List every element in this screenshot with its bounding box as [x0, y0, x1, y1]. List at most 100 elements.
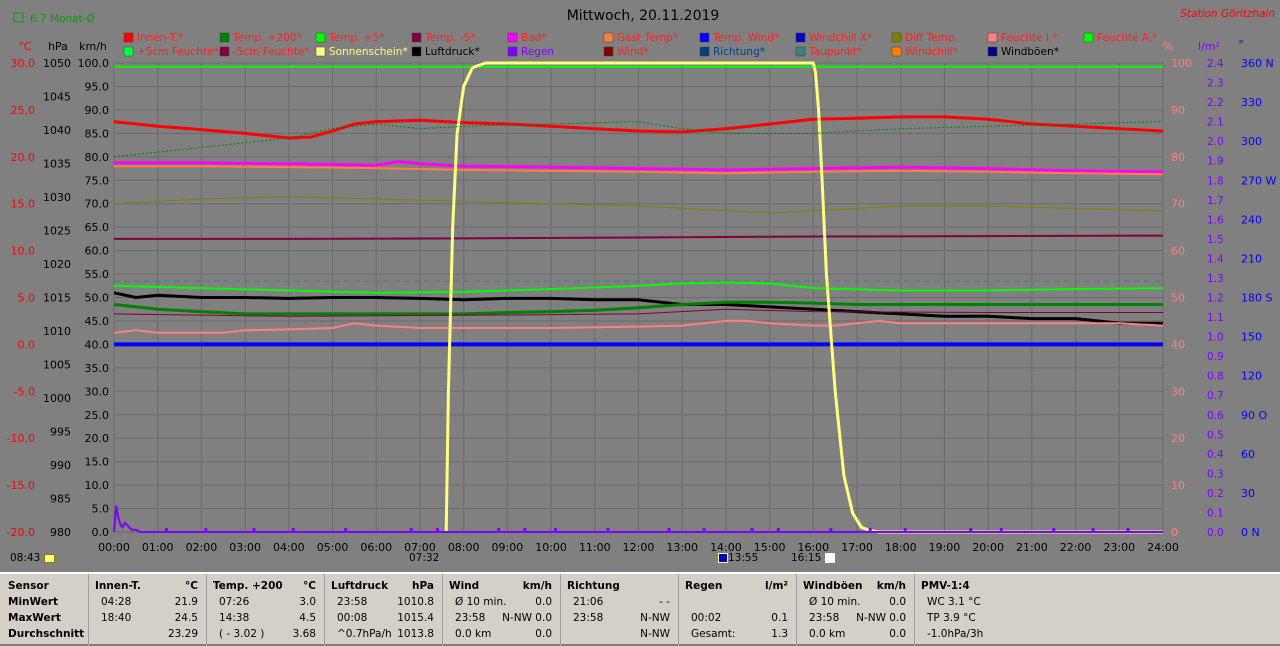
table-cell: N-NW	[640, 612, 670, 624]
kmh-tick-label: 90.0	[85, 104, 110, 117]
rain-unit: l/m²	[1198, 40, 1220, 53]
rain-mark	[204, 528, 208, 532]
hpa-tick-label: 1015	[43, 292, 71, 305]
celsius-tick-label: 0.0	[18, 338, 36, 351]
rain-mark	[750, 528, 754, 532]
legend-label: Temp. +5*	[328, 32, 384, 44]
series-line	[113, 281, 1164, 294]
table-cell: N-NW 0.0	[856, 612, 906, 624]
kmh-tick-label: 60.0	[85, 245, 110, 258]
table-cell: 14:38	[219, 612, 250, 624]
noon-icon	[718, 553, 728, 563]
celsius-tick-label: -10.0	[7, 432, 35, 445]
chart-title: Mittwoch, 20.11.2019	[567, 8, 720, 24]
table-cell: - -	[659, 596, 670, 608]
series-line	[113, 319, 1164, 334]
row-label-sensor: Sensor	[8, 580, 49, 592]
table-cell: 04:28	[101, 596, 132, 608]
direction-tick-label: 240	[1241, 213, 1262, 226]
percent-tick-label: 70	[1171, 198, 1185, 211]
kmh-tick-label: 50.0	[85, 292, 110, 305]
x-tick-label: 22:00	[1060, 541, 1092, 554]
table-cell: 1013.8	[397, 628, 434, 640]
column-header: Innen-T.	[95, 580, 141, 592]
legend-label: Gast Temp*	[617, 32, 678, 44]
rain-tick-label: 0.0	[1207, 527, 1224, 539]
table-cell: Gesamt:	[691, 628, 736, 640]
x-tick-label: 12:00	[623, 541, 655, 554]
kmh-tick-label: 40.0	[85, 338, 110, 351]
kmh-tick-label: 30.0	[85, 385, 110, 398]
rain-mark	[1126, 528, 1130, 532]
hpa-tick-label: 990	[50, 459, 71, 472]
direction-tick-label: 30	[1241, 487, 1255, 500]
legend-swatch	[987, 46, 998, 57]
table-cell: 0.0	[535, 596, 552, 608]
legend-swatch	[603, 46, 614, 57]
percent-tick-label: 10	[1171, 479, 1185, 492]
summary-table: Sensor MinWert MaxWert Durchschnitt Inne…	[0, 572, 1280, 646]
moon-icon	[824, 553, 835, 563]
legend-swatch	[507, 32, 518, 43]
celsius-tick-label: -15.0	[7, 479, 35, 492]
legend-swatch	[699, 32, 710, 43]
rain-mark	[344, 528, 348, 532]
kmh-tick-label: 85.0	[85, 127, 110, 140]
rain-mark	[829, 528, 833, 532]
direction-tick-label: 270 W	[1241, 174, 1276, 187]
rain-mark	[497, 528, 501, 532]
direction-tick-label: 360 N	[1241, 57, 1274, 70]
direction-tick-label: 150	[1241, 331, 1262, 344]
x-tick-label: 23:00	[1103, 541, 1135, 554]
percent-tick-label: 0	[1171, 526, 1178, 539]
celsius-tick-label: 5.0	[18, 292, 36, 305]
column-unit: hPa	[412, 580, 434, 592]
direction-tick-label: 0 N	[1241, 526, 1260, 539]
x-tick-label: 21:00	[1016, 541, 1048, 554]
rain-mark	[435, 528, 439, 532]
table-cell: 0.1	[771, 612, 788, 624]
sun-icon	[43, 553, 55, 563]
legend-label: Feuchte A.*	[1097, 32, 1158, 44]
legend-swatch	[1083, 32, 1094, 43]
percent-tick-label: 40	[1171, 338, 1185, 351]
table-cell: 23:58	[573, 612, 604, 624]
rain-mark	[903, 528, 907, 532]
column-unit: km/h	[522, 580, 552, 592]
sunrise-marker: 07:32	[409, 552, 439, 564]
table-cell: N-NW	[640, 628, 670, 640]
rain-tick-label: 1.4	[1207, 253, 1224, 265]
table-cell: 18:40	[101, 612, 132, 624]
hpa-tick-label: 1045	[43, 91, 71, 104]
legend-swatch	[315, 46, 326, 57]
rain-mark	[969, 528, 973, 532]
series-line	[113, 115, 1164, 140]
start-time: 08:43	[10, 552, 41, 564]
rain-tick-label: 1.7	[1207, 195, 1224, 207]
legend-label: Richtung*	[713, 46, 765, 58]
celsius-tick-label: 20.0	[11, 151, 36, 164]
rain-mark	[667, 528, 671, 532]
x-tick-label: 08:00	[448, 541, 480, 554]
chart-legend: Innen-T.* Temp. +200* Temp. +5* Temp. -5* Ba…	[123, 32, 1158, 58]
series-line	[114, 234, 1164, 240]
rain-mark	[409, 528, 413, 532]
rain-tick-label: 0.8	[1207, 371, 1224, 383]
table-cell: 1010.8	[397, 596, 434, 608]
kmh-tick-label: 35.0	[85, 362, 110, 375]
column-header: Richtung	[567, 580, 620, 592]
rain-mark	[606, 528, 610, 532]
hpa-tick-label: 1030	[43, 191, 71, 204]
legend-swatch	[795, 46, 806, 57]
kmh-tick-label: 80.0	[85, 151, 110, 164]
row-label-avg: Durchschnitt	[8, 628, 85, 640]
column-unit: km/h	[876, 580, 906, 592]
row-label-max: MaxWert	[8, 612, 61, 624]
kmh-tick-label: 15.0	[85, 456, 110, 469]
rain-mark	[1052, 528, 1056, 532]
celsius-unit: °C	[18, 40, 32, 53]
hpa-tick-label: 1050	[43, 57, 71, 70]
noon-marker: 13:55	[718, 552, 758, 564]
column-header: Wind	[449, 580, 480, 592]
table-cell: 3.0	[299, 596, 316, 608]
